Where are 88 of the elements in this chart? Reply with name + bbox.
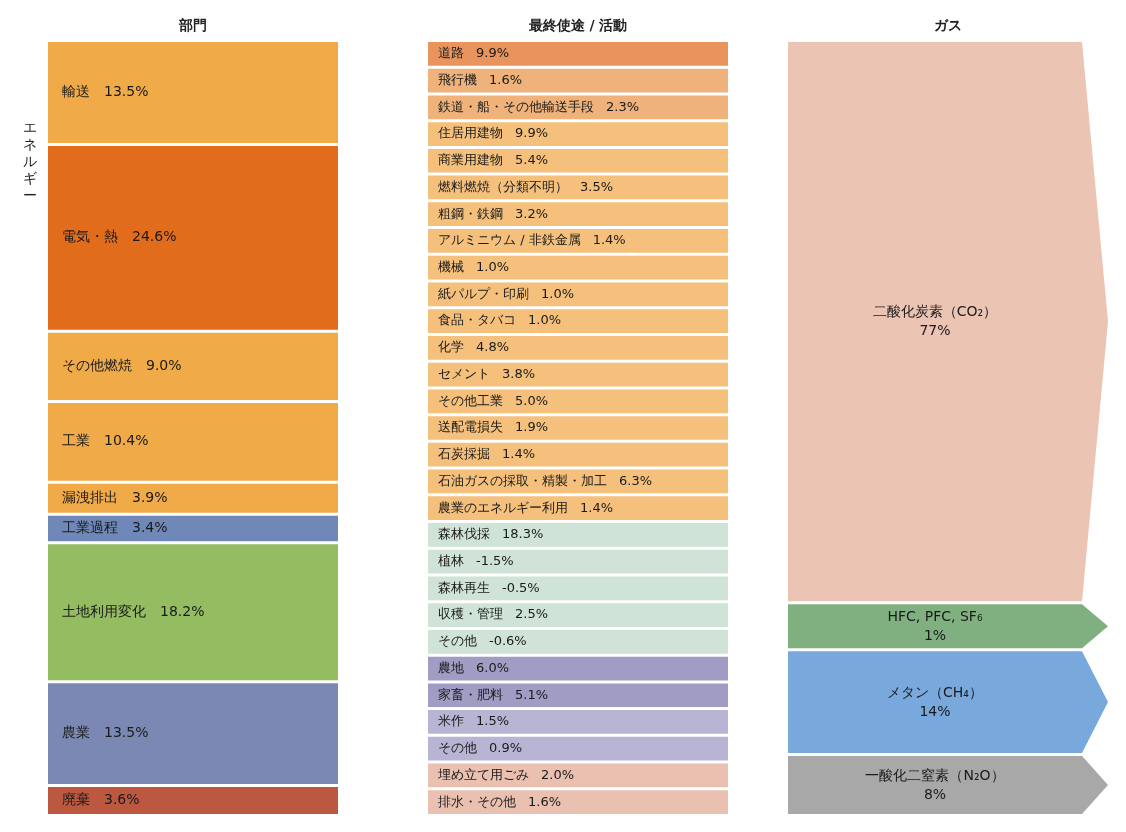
data-label: 1.6% [489,71,523,87]
series-label: 最終使途 / 活動 [527,17,628,33]
data-label: 2.3% [606,98,640,114]
data-label: 77% [919,322,951,339]
category-label: 米作 [438,713,464,729]
category-label: 農業 [62,724,90,741]
category-label: その他工業 [438,392,503,408]
data-label: 6.3% [619,472,653,488]
category-label: 植林 [438,553,464,568]
category-label: 廃棄 [62,791,90,808]
data-label: 5.0% [515,392,549,408]
category-label: 工業 [62,432,90,449]
data-label: 3.4% [132,519,168,536]
data-label: 2.0% [541,766,575,782]
data-label: 5.4% [515,152,549,168]
series-label: ガス [934,17,962,33]
category-label: 農地 [438,659,464,675]
category-label: 化学 [438,339,464,355]
text: エネルギー [23,118,37,203]
data-label: 1.5% [476,713,510,729]
category-label: 紙パルプ・印刷 [438,285,529,301]
category-label: 機械 [438,259,464,275]
data-label: 1.9% [515,419,549,435]
category-label: 鉄道・船・その他輸送手段 [438,98,594,114]
category-label: 燃料燃焼（分類不明） [438,178,568,194]
data-label: 1.0% [476,259,510,275]
data-label: -0.5% [502,579,540,595]
data-label: 9.0% [146,356,182,373]
category-label: 二酸化炭素（CO₂） [872,303,998,320]
category-label: 石油ガスの採取・精製・加工 [438,472,607,488]
category-label: その他燃焼 [62,356,132,373]
data-label: 1.0% [528,312,562,328]
data-label: 5.1% [515,686,549,702]
category-label: 送配電損失 [438,419,503,435]
data-label: 3.9% [132,488,168,505]
category-label: 食品・タバコ [438,312,516,328]
category-label: 電気・熱 [62,228,118,245]
category-label: その他 [438,633,477,649]
category-label: その他 [438,740,477,756]
category-label: 土地利用変化 [62,602,146,619]
data-label: 24.6% [132,228,177,245]
category-label: 石炭採掘 [438,446,490,462]
data-label: 18.3% [502,526,544,542]
category-label: 排水・その他 [438,793,516,809]
data-label: -1.5% [476,553,514,568]
data-label: 1.4% [592,232,626,248]
category-label: 農業のエネルギー利用 [438,499,568,515]
category-label: メタン（CH₄） [887,683,983,700]
category-label: 道路 [438,45,464,61]
data-label: 1% [923,626,947,643]
category-label: 一酸化二窒素（N₂O） [865,766,1005,783]
category-label: 粗鋼・鉄鋼 [438,205,503,221]
data-label: 3.6% [104,791,140,808]
category-label: 飛行機 [438,71,477,87]
data-label: 1.6% [528,793,562,809]
series-label: 部門 [178,17,207,33]
category-label: 森林再生 [438,579,490,595]
data-label: 4.8% [476,339,510,355]
category-label: 工業過程 [62,519,118,536]
data-label: 18.2% [160,602,205,619]
data-label: 0.9% [489,740,523,756]
category-label: 家畜・肥料 [438,686,503,702]
category-label: セメント [438,365,490,381]
category-label: 住居用建物 [437,125,503,141]
category-label: 商業用建物 [438,152,503,168]
category-label: 収穫・管理 [438,606,503,622]
category-label: 森林伐採 [438,526,490,542]
category-label: 漏洩排出 [62,488,118,505]
data-label: 13.5% [104,83,149,100]
data-label: 1.0% [541,285,575,301]
data-label: 6.0% [476,659,510,675]
data-label: 1.4% [502,446,536,462]
data-label: 13.5% [104,724,149,741]
data-label: 1.4% [580,499,614,515]
category-label: アルミニウム / 非鉄金属 [438,232,581,248]
data-label: 3.5% [580,178,614,194]
data-label: -0.6% [489,633,527,649]
category-label: HFC, PFC, SF₆ [887,607,983,624]
category-label: 輸送 [62,83,90,100]
data-label: 14% [919,702,951,719]
data-label: 3.2% [515,205,549,221]
data-label: 9.9% [515,125,549,141]
data-label: 9.9% [476,45,510,61]
data-label: 3.8% [502,365,536,381]
data-label: 10.4% [104,432,149,449]
category-label: 埋め立て用ごみ [437,766,529,782]
data-label: 8% [923,785,947,802]
data-label: 2.5% [515,606,549,622]
